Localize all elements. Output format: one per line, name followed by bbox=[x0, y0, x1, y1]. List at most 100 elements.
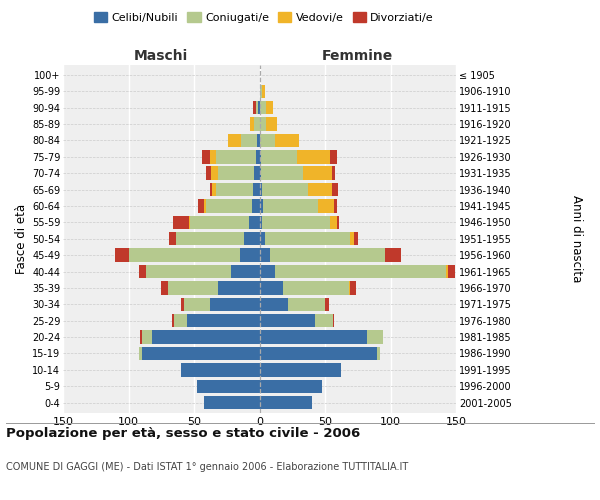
Bar bbox=[152, 330, 260, 344]
Bar bbox=[250, 118, 254, 130]
Bar bbox=[206, 199, 251, 212]
Bar bbox=[176, 232, 244, 245]
Bar bbox=[308, 183, 332, 196]
Bar bbox=[253, 183, 260, 196]
Bar bbox=[206, 166, 211, 180]
Bar bbox=[249, 216, 260, 229]
Bar bbox=[260, 298, 289, 311]
Bar bbox=[332, 183, 338, 196]
Y-axis label: Fasce di età: Fasce di età bbox=[14, 204, 28, 274]
Bar bbox=[377, 347, 380, 360]
Text: Maschi: Maschi bbox=[134, 48, 188, 62]
Bar bbox=[448, 265, 455, 278]
Bar bbox=[258, 101, 260, 114]
Bar bbox=[205, 199, 206, 212]
Bar bbox=[169, 232, 176, 245]
Bar bbox=[262, 183, 308, 196]
Bar bbox=[260, 199, 263, 212]
Bar bbox=[260, 216, 262, 229]
Bar bbox=[260, 248, 270, 262]
Bar bbox=[314, 314, 333, 328]
Bar bbox=[261, 166, 303, 180]
Bar bbox=[216, 150, 256, 164]
Bar bbox=[263, 199, 319, 212]
Bar bbox=[256, 150, 260, 164]
Bar bbox=[212, 183, 216, 196]
Bar bbox=[202, 150, 210, 164]
Bar bbox=[142, 330, 152, 344]
Bar bbox=[139, 347, 142, 360]
Bar bbox=[218, 166, 254, 180]
Bar bbox=[228, 134, 241, 147]
Bar bbox=[260, 84, 262, 98]
Bar bbox=[128, 248, 240, 262]
Bar bbox=[260, 363, 341, 376]
Bar bbox=[289, 298, 325, 311]
Bar bbox=[172, 314, 175, 328]
Bar bbox=[205, 396, 260, 409]
Bar bbox=[350, 281, 356, 294]
Text: COMUNE DI GAGGI (ME) - Dati ISTAT 1° gennaio 2006 - Elaborazione TUTTITALIA.IT: COMUNE DI GAGGI (ME) - Dati ISTAT 1° gen… bbox=[6, 462, 408, 472]
Bar bbox=[283, 281, 349, 294]
Bar bbox=[350, 232, 354, 245]
Bar bbox=[333, 314, 334, 328]
Bar bbox=[325, 298, 329, 311]
Bar bbox=[266, 118, 277, 130]
Bar bbox=[241, 134, 257, 147]
Bar bbox=[210, 150, 216, 164]
Bar bbox=[260, 265, 275, 278]
Bar bbox=[260, 314, 314, 328]
Text: Femmine: Femmine bbox=[322, 48, 394, 62]
Bar bbox=[210, 183, 212, 196]
Bar bbox=[332, 166, 335, 180]
Bar bbox=[253, 101, 256, 114]
Bar bbox=[216, 183, 253, 196]
Bar bbox=[187, 314, 260, 328]
Bar bbox=[210, 298, 260, 311]
Bar bbox=[139, 265, 146, 278]
Bar bbox=[161, 281, 168, 294]
Bar bbox=[142, 347, 260, 360]
Bar bbox=[240, 248, 260, 262]
Bar bbox=[254, 166, 260, 180]
Bar bbox=[262, 84, 265, 98]
Bar bbox=[218, 281, 260, 294]
Bar bbox=[256, 101, 258, 114]
Bar bbox=[190, 216, 249, 229]
Bar bbox=[197, 380, 260, 393]
Bar bbox=[260, 330, 367, 344]
Bar bbox=[251, 199, 260, 212]
Bar bbox=[146, 265, 230, 278]
Bar bbox=[275, 134, 299, 147]
Bar bbox=[260, 347, 377, 360]
Text: Popolazione per età, sesso e stato civile - 2006: Popolazione per età, sesso e stato civil… bbox=[6, 428, 360, 440]
Bar bbox=[260, 101, 266, 114]
Bar bbox=[175, 314, 187, 328]
Bar bbox=[319, 199, 334, 212]
Bar bbox=[266, 101, 272, 114]
Bar bbox=[189, 216, 190, 229]
Y-axis label: Anni di nascita: Anni di nascita bbox=[570, 195, 583, 282]
Bar bbox=[168, 281, 218, 294]
Bar bbox=[260, 232, 265, 245]
Bar bbox=[330, 150, 337, 164]
Bar bbox=[446, 265, 448, 278]
Bar bbox=[140, 330, 142, 344]
Bar bbox=[262, 216, 330, 229]
Bar bbox=[261, 150, 298, 164]
Bar bbox=[330, 216, 337, 229]
Bar bbox=[257, 134, 260, 147]
Bar bbox=[260, 118, 266, 130]
Bar bbox=[334, 199, 337, 212]
Bar bbox=[265, 232, 350, 245]
Bar bbox=[303, 166, 332, 180]
Bar bbox=[270, 248, 385, 262]
Bar bbox=[367, 330, 383, 344]
Bar bbox=[260, 183, 262, 196]
Bar bbox=[260, 134, 275, 147]
Bar bbox=[275, 265, 446, 278]
Bar bbox=[260, 281, 283, 294]
Bar bbox=[260, 396, 312, 409]
Bar bbox=[198, 199, 205, 212]
Bar bbox=[184, 298, 210, 311]
